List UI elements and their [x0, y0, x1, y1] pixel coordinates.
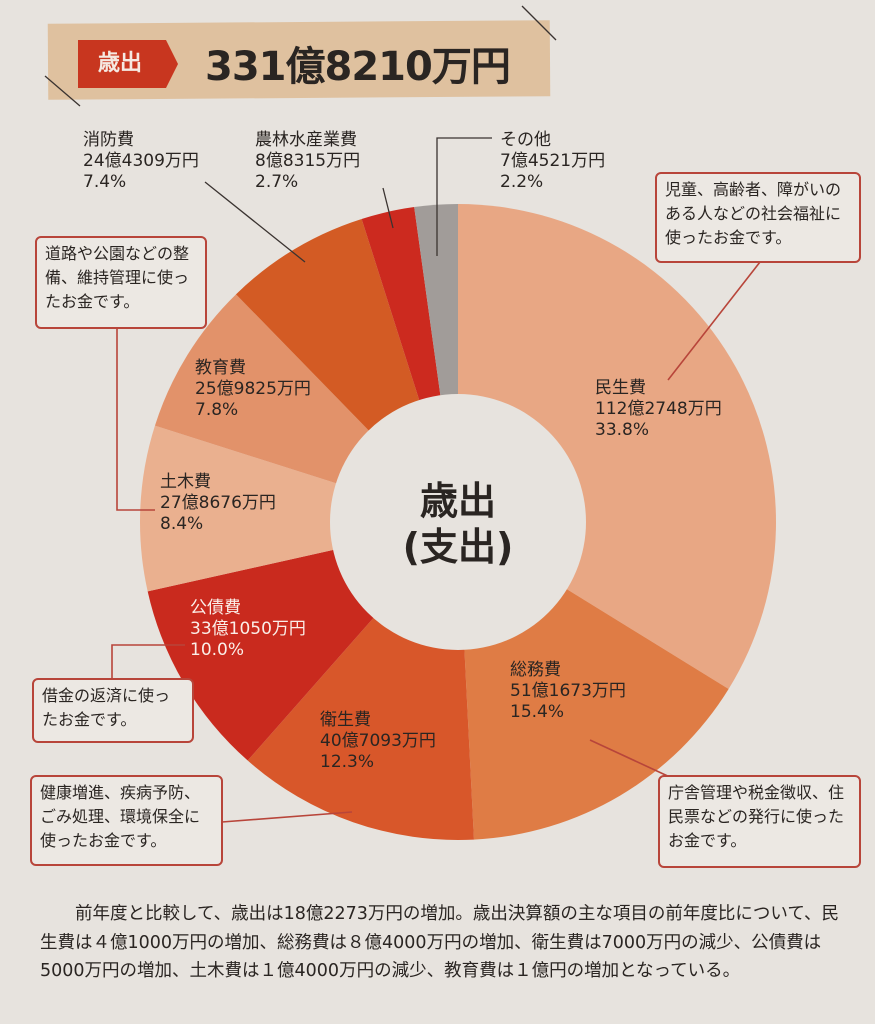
slice-label: 消防費 24億4309万円 7.4%	[83, 130, 199, 193]
slice-amount: 112億2748万円	[595, 399, 722, 419]
leader-lines	[44, 5, 557, 263]
slice-name: 公債費	[190, 598, 241, 618]
slice-name: 衛生費	[320, 710, 371, 730]
slice-amount: 25億9825万円	[195, 379, 311, 399]
callout-lines	[111, 261, 761, 823]
slice-label: 衛生費 40億7093万円 12.3%	[320, 710, 436, 773]
callout-general-affairs: 庁舎管理や税金徴収、住民票などの発行に使ったお金です。	[658, 775, 861, 868]
callout-debt: 借金の返済に使ったお金です。	[32, 678, 194, 743]
slice-percent: 7.4%	[83, 172, 127, 192]
slice-amount: 24億4309万円	[83, 151, 199, 171]
center-subtitle: (支出)	[402, 525, 514, 569]
slice-label: 土木費 27億8676万円 8.4%	[160, 472, 276, 535]
slice-name: 農林水産業費	[255, 130, 357, 150]
slice-name: 消防費	[83, 130, 134, 150]
callout-roads: 道路や公園などの整備、維持管理に使ったお金です。	[35, 236, 207, 329]
slice-amount: 8億8315万円	[255, 151, 361, 171]
slice-percent: 2.7%	[255, 172, 299, 192]
slice-label: 民生費 112億2748万円 33.8%	[595, 378, 722, 441]
slice-percent: 15.4%	[510, 702, 565, 722]
total-amount: 331億8210万円	[205, 44, 511, 90]
slice-label: 総務費 51億1673万円 15.4%	[510, 660, 626, 723]
slice-percent: 12.3%	[320, 752, 375, 772]
expenditure-tag: 歳出	[78, 40, 178, 88]
slice-amount: 33億1050万円	[190, 619, 306, 639]
slice-amount: 7億4521万円	[500, 151, 606, 171]
slice-percent: 10.0%	[190, 640, 245, 660]
slice-name: 総務費	[510, 660, 561, 680]
slice-percent: 7.8%	[195, 400, 239, 420]
slice-name: その他	[500, 130, 551, 150]
slice-amount: 27億8676万円	[160, 493, 276, 513]
callout-welfare: 児童、高齢者、障がいのある人などの社会福祉に使ったお金です。	[655, 172, 861, 263]
center-title: 歳出	[419, 479, 496, 523]
slice-label: その他 7億4521万円 2.2%	[500, 130, 605, 193]
slice-name: 民生費	[595, 378, 646, 398]
slice-name: 土木費	[160, 472, 211, 492]
slice-4	[140, 425, 458, 592]
slice-name: 教育費	[195, 358, 246, 378]
callout-health: 健康増進、疾病予防、ごみ処理、環境保全に使ったお金です。	[30, 775, 223, 866]
slice-amount: 51億1673万円	[510, 681, 626, 701]
slice-label: 農林水産業費 8億8315万円 2.7%	[255, 130, 360, 193]
slice-percent: 8.4%	[160, 514, 204, 534]
slice-percent: 2.2%	[500, 172, 544, 192]
slice-label: 教育費 25億9825万円 7.8%	[195, 358, 311, 421]
donut-hole	[330, 394, 586, 650]
slice-label: 公債費 33億1050万円 10.0%	[190, 598, 306, 661]
summary-note: 前年度と比較して、歳出は18億2273万円の増加。歳出決算額の主な項目の前年度比…	[40, 904, 840, 981]
slice-amount: 40億7093万円	[320, 731, 436, 751]
center-label: 歳出 (支出)	[330, 478, 586, 570]
slice-percent: 33.8%	[595, 420, 650, 440]
